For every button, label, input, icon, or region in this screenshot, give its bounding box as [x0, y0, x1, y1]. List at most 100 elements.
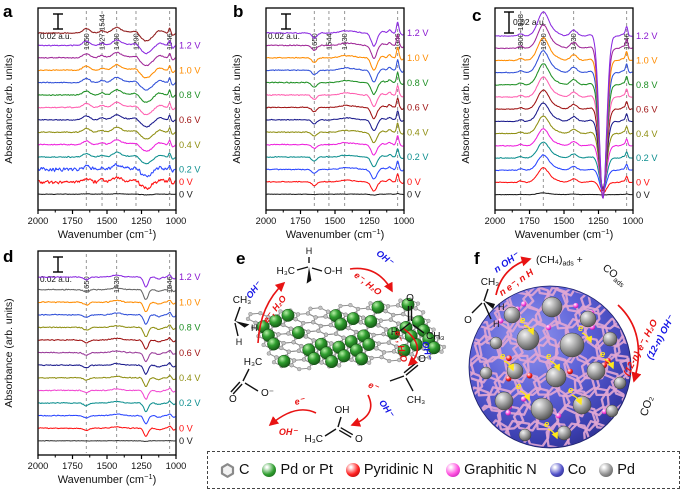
spectrum-curve [38, 387, 176, 400]
reaction-arrow [617, 304, 642, 383]
carbon-atom [301, 357, 307, 362]
carbon-hexagon-icon [220, 462, 235, 478]
carbon-atom [245, 316, 251, 321]
carbon-atom [328, 322, 333, 328]
graphitic-n-dot [555, 413, 562, 419]
carbon-atom [396, 321, 401, 326]
carbon-ring [470, 422, 492, 447]
x-tick-label: 1500 [325, 216, 346, 226]
molecule-label: O [355, 434, 363, 445]
carbon-atom [318, 305, 323, 310]
pd-pt-sphere [346, 312, 360, 326]
carbon-ring [516, 287, 545, 297]
voltage-label: 1.0 V [179, 297, 201, 307]
carbon-atom [383, 308, 388, 314]
carbon-ring [623, 422, 630, 447]
legend-label-pyridinic-n: Pyridinic N [363, 462, 434, 478]
pd-pt-sphere [355, 352, 369, 366]
spectrum-curve [38, 63, 176, 79]
carbon-ring [470, 287, 482, 295]
legend-item-co: Co [549, 462, 586, 478]
voltage-label: 0.8 V [636, 80, 658, 90]
pd-pt-sphere [397, 344, 411, 357]
carbon-atom [421, 310, 426, 315]
carbon-atom [401, 311, 406, 317]
spectrum-curve [38, 439, 176, 443]
spectrum-curve [495, 128, 633, 189]
pd-nanoparticle [479, 366, 493, 380]
carbon-atom [386, 340, 391, 345]
carbon-atom [415, 301, 421, 306]
carbon-atom [301, 320, 306, 326]
plot-box [37, 7, 177, 211]
carbon-atom [271, 360, 277, 365]
spectrum-curve [38, 114, 176, 128]
curves-group [495, 11, 633, 200]
voltage-label: 1.2 V [179, 272, 201, 282]
carbon-atom [361, 315, 366, 320]
carbon-atom [281, 322, 286, 327]
carbon-atom [353, 329, 359, 335]
carbon-atom [383, 327, 389, 332]
voltage-label: 0.6 V [179, 115, 201, 125]
pd-pt-sphere-icon [262, 463, 277, 477]
reaction-arrow [350, 394, 372, 427]
spectrum-curve [38, 362, 176, 375]
molecule-label: O [406, 293, 414, 304]
hydroxide-label: OH⁻ [375, 248, 397, 268]
voltage-label: 0.8 V [179, 323, 201, 333]
voltage-label: 0.2 V [636, 153, 658, 163]
electron-label: e [578, 323, 584, 334]
x-axis-label: Wavenumber (cm−1) [58, 227, 157, 241]
spectrum-curve [495, 167, 633, 194]
reaction-arrow [268, 409, 317, 427]
carbon-atom [379, 354, 384, 360]
carbon-atom [413, 306, 418, 311]
bond [483, 302, 492, 320]
hydroxide-label: OH⁻ [377, 398, 396, 420]
voltage-label: 0.4 V [179, 140, 201, 150]
carbon-ring [601, 422, 630, 447]
voltage-label: 1.2 V [407, 28, 429, 38]
voltage-label: 0 V [179, 189, 194, 199]
carbon-ring [460, 305, 462, 329]
pd-nanoparticle [559, 332, 585, 358]
voltage-label: 0 V [407, 189, 422, 199]
electron-arrow [549, 360, 561, 372]
spectrum-curve [38, 139, 176, 152]
carbon-atom [371, 332, 376, 338]
electron-arrow [523, 324, 535, 336]
carbon-ring [634, 269, 659, 293]
carbon-atom [303, 334, 309, 339]
legend-item-pd: Pd [599, 462, 635, 478]
pd-pt-sphere [267, 337, 281, 351]
carbon-atom [288, 326, 293, 331]
carbon-atom [378, 318, 383, 323]
voltage-label: 0.6 V [636, 104, 658, 114]
carbon-atom [395, 303, 401, 308]
spectrum-curve [266, 21, 404, 47]
carbon-atom [266, 351, 271, 356]
voltage-label: 1.0 V [636, 56, 658, 66]
hydroxide-label: OH⁻ [279, 427, 299, 437]
graphitic-n-dot [545, 324, 552, 331]
voltage-label: 0 V [636, 190, 651, 200]
panel-label-f: f [474, 249, 480, 268]
graphene-sheet [245, 297, 447, 372]
legend-item-pyridinic-n: Pyridinic N [345, 462, 434, 478]
carbon-atom [329, 341, 334, 346]
spectrum-curve [38, 88, 176, 103]
molecule-label: OH [335, 405, 350, 416]
molecule-label: O [418, 354, 426, 365]
y-axis-label: Absorbance (arb. units) [231, 54, 243, 163]
x-tick-label: 1750 [519, 216, 540, 226]
spectrum-curve [266, 33, 404, 59]
carbon-atom [369, 355, 374, 361]
molecule-label: O [229, 394, 237, 405]
y-axis-label: Absorbance (arb. units) [460, 54, 472, 163]
x-tick-label: 1250 [131, 461, 152, 471]
x-tick-label: 1000 [166, 216, 187, 226]
spectrum-curve [38, 51, 176, 67]
carbon-atom [251, 325, 256, 330]
